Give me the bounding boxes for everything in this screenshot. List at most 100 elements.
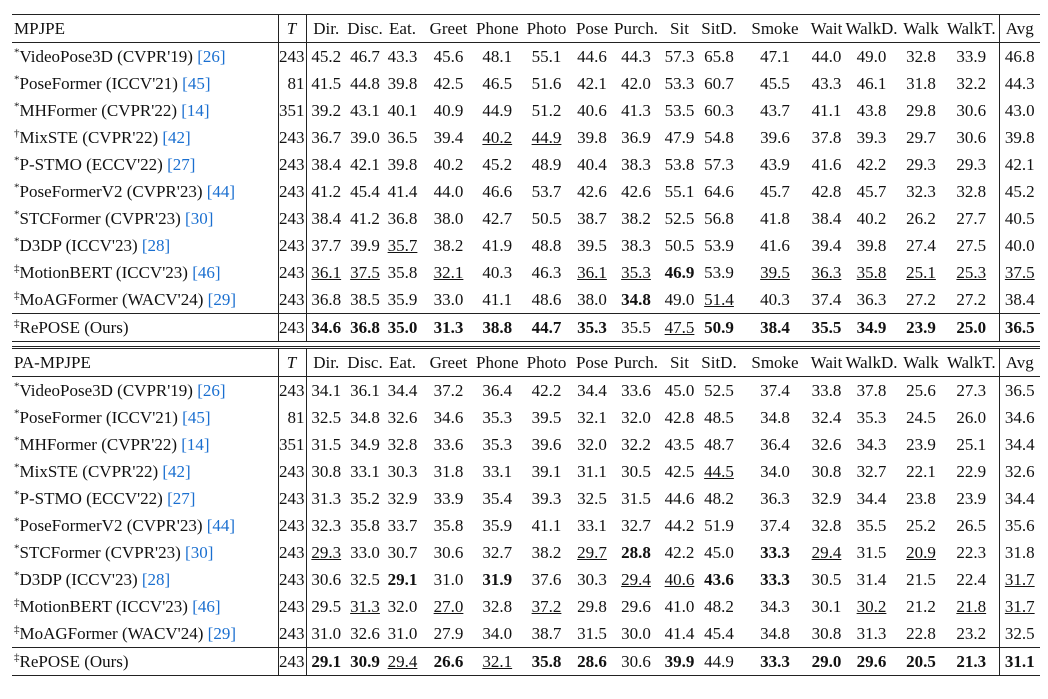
value: 41.1 [482, 289, 513, 309]
value: 55.1 [531, 46, 562, 66]
header-text: PA-MPJPE [14, 352, 91, 372]
data-row: ‡RePOSE (Ours) 243 34.6 36.8 35.0 31.3 38.8 44.… [12, 313, 1040, 342]
value: 41.1 [811, 100, 842, 120]
value-cell: 33.3 [742, 566, 809, 593]
value: 34.8 [760, 407, 790, 427]
value-cell: 35.0 [384, 313, 421, 342]
value-cell: 38.4 [999, 286, 1040, 314]
value: 35.7 [387, 235, 418, 255]
header-cell: Greet [421, 347, 476, 377]
header-cell: T [278, 14, 307, 43]
value: 32.2 [956, 73, 987, 93]
value: 41.5 [311, 73, 342, 93]
value-cell: 53.9 [697, 232, 742, 259]
value: 46.6 [482, 181, 513, 201]
value: 31.5 [621, 488, 651, 508]
value: 25.3 [956, 262, 987, 282]
value-cell: 50.9 [696, 313, 742, 342]
value: 27.3 [956, 380, 987, 400]
value: 44.2 [664, 515, 695, 535]
method-name: MotionBERT (ICCV'23) [19, 262, 188, 282]
value: 38.8 [482, 317, 513, 337]
value: 30.3 [387, 461, 418, 481]
value-cell: 44.0 [809, 43, 845, 71]
method-name: PoseFormerV2 (CVPR'23) [19, 181, 203, 201]
frames: 243 [279, 46, 305, 66]
value: 43.3 [387, 46, 418, 66]
value-cell: 39.9 [346, 232, 384, 259]
value: 32.6 [811, 434, 842, 454]
value: 48.5 [704, 407, 734, 427]
value: 29.8 [906, 100, 936, 120]
value: 32.8 [956, 181, 987, 201]
value-cell: 29.7 [575, 539, 610, 566]
value: 38.0 [433, 208, 464, 228]
value-cell: 42.5 [421, 70, 476, 97]
value: 53.9 [704, 262, 734, 282]
value: 39.5 [577, 235, 607, 255]
value: 39.6 [760, 127, 790, 147]
value: 31.8 [433, 461, 464, 481]
value-cell: 33.1 [346, 458, 384, 485]
value-cell: 38.5 [346, 286, 384, 314]
value: 32.8 [811, 515, 842, 535]
value-cell: 32.7 [845, 458, 899, 485]
method-mark: * [14, 568, 20, 581]
value-cell: 41.2 [346, 205, 384, 232]
value-cell: 29.3 [306, 539, 346, 566]
value: 32.0 [577, 434, 607, 454]
value: 32.7 [856, 461, 887, 481]
value: 31.9 [482, 569, 513, 589]
value: 34.8 [350, 407, 380, 427]
value-cell: 32.1 [575, 404, 610, 431]
value: 29.0 [811, 651, 842, 671]
value: 31.4 [856, 569, 887, 589]
value: 45.0 [664, 380, 695, 400]
value-cell: 43.9 [742, 151, 809, 178]
frames-cell: 243 [278, 151, 307, 178]
value-cell: 46.9 [663, 259, 697, 286]
value: 64.6 [704, 181, 734, 201]
value-cell: 46.6 [476, 178, 519, 205]
value-cell: 30.8 [809, 620, 845, 648]
value: 38.4 [311, 154, 342, 174]
value: 39.6 [531, 434, 562, 454]
value: 37.8 [856, 380, 887, 400]
frames: 351 [279, 100, 305, 120]
method-name: PoseFormer (ICCV'21) [19, 407, 178, 427]
value-cell: 48.6 [519, 286, 575, 314]
value: 34.4 [387, 380, 418, 400]
value-cell: 22.1 [899, 458, 944, 485]
value-cell: 51.9 [697, 512, 742, 539]
value-cell: 56.8 [697, 205, 742, 232]
value-cell: 32.6 [346, 620, 384, 648]
header-cell: Walk [898, 14, 944, 43]
value-cell: 38.4 [741, 313, 809, 342]
value: 37.8 [811, 127, 842, 147]
value-cell: 42.2 [519, 377, 575, 405]
value: 34.4 [1004, 488, 1035, 508]
value-cell: 30.8 [306, 458, 346, 485]
frames-cell: 243 [278, 178, 307, 205]
value-cell: 43.6 [697, 566, 742, 593]
value: 43.7 [760, 100, 790, 120]
value-cell: 53.5 [663, 97, 697, 124]
value-cell: 32.5 [306, 404, 346, 431]
value-cell: 22.3 [944, 539, 1000, 566]
value: 32.5 [577, 488, 607, 508]
frames-cell: 243 [278, 286, 307, 314]
method-mark: * [14, 460, 20, 473]
value: 44.6 [664, 488, 695, 508]
frames: 243 [279, 154, 305, 174]
method-mark: * [14, 379, 20, 392]
value-cell: 39.8 [384, 151, 421, 178]
frames: 243 [279, 380, 305, 400]
value: 32.5 [311, 407, 342, 427]
citation: [42] [162, 127, 191, 147]
value-cell: 35.3 [610, 259, 663, 286]
value-cell: 46.8 [999, 42, 1040, 70]
value: 40.3 [482, 262, 513, 282]
value-cell: 42.1 [999, 151, 1040, 178]
value: 31.5 [856, 542, 887, 562]
method-cell: ‡MoAGFormer (WACV'24) [29] [12, 620, 279, 648]
